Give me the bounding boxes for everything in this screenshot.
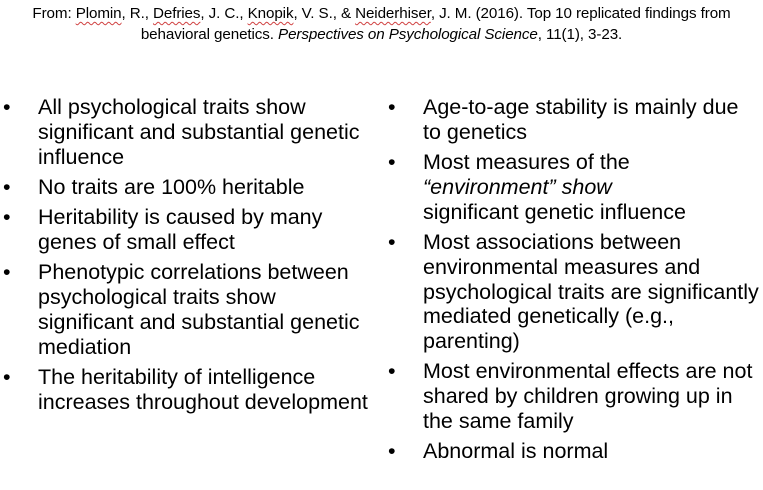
- bullet-icon: •: [3, 205, 11, 230]
- citation-author-neiderhiser: Neiderhiser: [355, 5, 431, 22]
- list-item: • Phenotypic correlations between psycho…: [3, 260, 375, 359]
- bullet-icon: •: [388, 359, 396, 384]
- list-item-text-part: significant genetic influence: [423, 199, 686, 224]
- list-item-text: All psychological traits show significan…: [38, 95, 360, 169]
- right-findings-list: • Age-to-age stability is mainly due to …: [388, 95, 760, 470]
- citation-separator: , J. C.,: [200, 5, 248, 22]
- list-item: • Most associations between environmenta…: [388, 230, 760, 354]
- bullet-icon: •: [388, 95, 396, 119]
- citation-journal: Perspectives on Psychological Science: [278, 26, 538, 43]
- list-item: • Age-to-age stability is mainly due to …: [388, 95, 760, 145]
- citation-author-knopik: Knopik: [247, 5, 294, 22]
- citation: From: Plomin, R., Defries, J. C., Knopik…: [10, 3, 753, 45]
- citation-author-defries: Defries: [152, 5, 201, 22]
- bullet-icon: •: [3, 364, 11, 389]
- list-item: • Abnormal is normal: [388, 439, 760, 464]
- list-item: • Most environmental effects are not sha…: [388, 359, 760, 433]
- bullet-icon: •: [3, 174, 11, 199]
- bullet-icon: •: [3, 260, 11, 285]
- list-item-text-italic: “environment” show: [423, 174, 612, 199]
- list-item: • Heritability is caused by many genes o…: [3, 205, 375, 255]
- list-item: • No traits are 100% heritable: [3, 175, 375, 200]
- list-item-text: Heritability is caused by many genes of …: [38, 205, 323, 254]
- list-item-text: Most associations between environmental …: [423, 229, 759, 354]
- bullet-icon: •: [388, 439, 396, 464]
- citation-volume: , 11(1), 3-23.: [537, 26, 623, 43]
- bullet-icon: •: [3, 95, 11, 119]
- citation-separator: , V. S., &: [293, 5, 356, 22]
- citation-prefix: From:: [32, 5, 76, 22]
- list-item: • Most measures of the “environment” sho…: [388, 150, 760, 224]
- left-findings-list: • All psychological traits show signific…: [3, 95, 375, 420]
- list-item: • The heritability of intelligence incre…: [3, 365, 375, 415]
- bullet-icon: •: [388, 229, 396, 254]
- bullet-icon: •: [388, 150, 396, 175]
- list-item-text-part: Most measures of the: [423, 150, 630, 175]
- list-item-text: Most measures of the “environment” show s…: [423, 150, 686, 224]
- list-item-text: Phenotypic correlations between psycholo…: [38, 260, 360, 359]
- list-item: • All psychological traits show signific…: [3, 95, 375, 169]
- list-item-text: The heritability of intelligence increas…: [38, 364, 368, 414]
- citation-title: , J. M. (2016). Top 10 replicated findin…: [140, 5, 731, 43]
- list-item-text: No traits are 100% heritable: [38, 174, 305, 199]
- list-item-text: Age-to-age stability is mainly due to ge…: [423, 95, 739, 144]
- citation-author-plomin: Plomin: [75, 5, 122, 22]
- citation-separator: , R.,: [121, 5, 153, 22]
- list-item-text: Most environmental effects are not share…: [423, 359, 753, 434]
- list-item-text: Abnormal is normal: [423, 439, 609, 464]
